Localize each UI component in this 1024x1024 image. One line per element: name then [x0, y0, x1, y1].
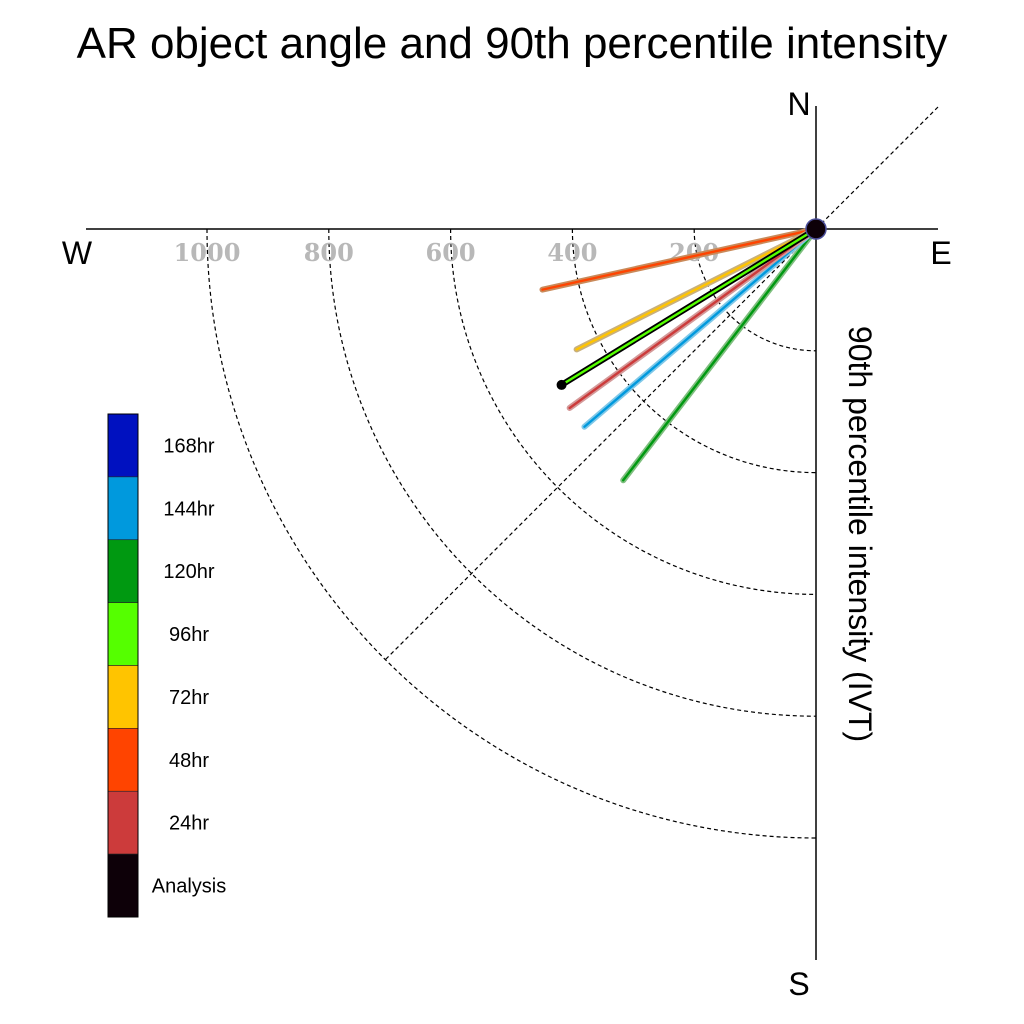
legend-swatch-144hr [107, 476, 139, 541]
series-ray-48hr [539, 226, 819, 293]
legend-swatch-48hr [107, 728, 139, 792]
legend-label-96hr: 96hr [169, 624, 209, 646]
series-ray-core-120hr [622, 227, 818, 482]
diagonal-line [384, 106, 939, 661]
series-ray-core-72hr [575, 227, 818, 351]
legend-frame [107, 413, 139, 918]
compass-south-label: S [788, 966, 809, 1002]
series-layer [539, 226, 819, 484]
legend-label-144hr: 144hr [163, 498, 214, 520]
compass-north-label: N [787, 86, 810, 122]
range-ring-800 [328, 228, 817, 717]
series-end-dot-96hr [556, 379, 567, 390]
compass-east-label: E [930, 235, 951, 271]
legend-label-24hr: 24hr [169, 813, 209, 835]
legend-label-72hr: 72hr [169, 687, 209, 709]
tick-label-1000: 1000 [174, 238, 241, 267]
legend-swatch-120hr [107, 539, 139, 603]
legend-label-168hr: 168hr [163, 435, 214, 457]
legend-label-Analysis: Analysis [152, 876, 226, 898]
legend-swatch-Analysis [107, 853, 139, 918]
tick-label-400: 400 [547, 238, 597, 267]
legend: 168hr 144hr 120hr 96hr 72hr 48hr 24hr Analysis [107, 413, 226, 918]
legend-label-48hr: 48hr [169, 750, 209, 772]
legend-swatch-72hr [107, 665, 139, 729]
series-ray-core-96hr [560, 227, 818, 387]
series-ray-96hr [556, 226, 819, 390]
axes-layer [86, 106, 938, 960]
tick-label-600: 600 [426, 238, 476, 267]
series-ray-120hr [620, 226, 819, 484]
chart-title: AR object angle and 90th percentile inte… [77, 19, 948, 68]
legend-swatch-96hr [107, 602, 139, 666]
series-ray-72hr [573, 226, 819, 353]
tick-label-800: 800 [304, 238, 354, 267]
series-ray-24hr [566, 226, 819, 411]
radial-axis-label: 90th percentile intensity (IVT) [842, 326, 878, 742]
range-ring-600 [450, 228, 817, 595]
legend-label-120hr: 120hr [163, 561, 214, 583]
grid-layer [206, 106, 939, 839]
compass-west-label: W [62, 235, 93, 271]
origin-marker [805, 218, 827, 240]
series-ray-core-48hr [541, 227, 818, 291]
legend-swatch-168hr [107, 413, 139, 478]
series-ray-core-144hr [583, 227, 818, 428]
range-ring-1000 [206, 228, 817, 839]
legend-swatch-24hr [107, 790, 139, 855]
series-ray-core-24hr [568, 227, 818, 410]
series-ray-144hr [581, 226, 819, 430]
